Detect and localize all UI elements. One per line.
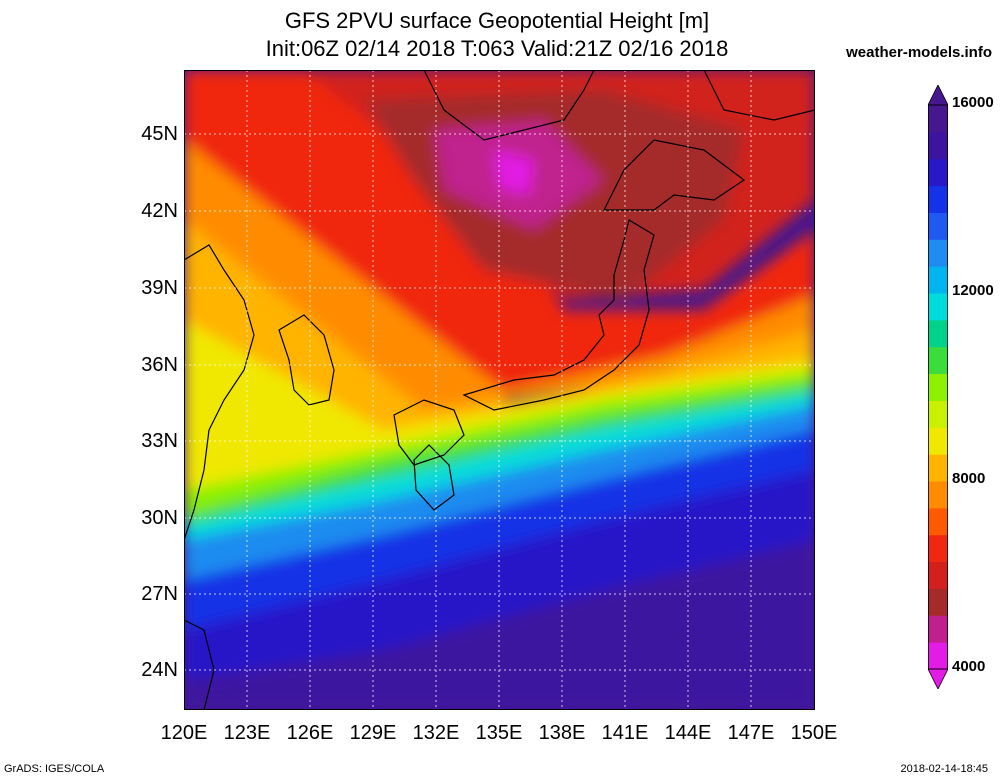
- site-credit: weather-models.info: [846, 44, 992, 61]
- map-panel: [184, 70, 815, 710]
- lat-lon-grid: [184, 70, 815, 710]
- colorbar-label-12000: 12000: [952, 282, 994, 299]
- footer-grads-credit: GrADS: IGES/COLA: [4, 763, 105, 775]
- colorbar-band: [928, 454, 948, 482]
- colorbar-band: [928, 158, 948, 187]
- colorbar-band: [928, 507, 948, 536]
- colorbar-top-arrow: [928, 85, 948, 106]
- colorbar-band: [928, 266, 948, 294]
- lon-label-135e: 135E: [475, 722, 523, 744]
- chart-title-line-1: GFS 2PVU surface Geopotential Height [m]: [284, 8, 710, 33]
- colorbar: [928, 85, 948, 689]
- map-frame: [184, 70, 815, 710]
- colorbar-band: [928, 481, 948, 509]
- colorbar-band: [928, 427, 948, 455]
- colorbar-label-4000: 4000: [952, 658, 986, 675]
- lat-label-33n: 33N: [141, 430, 178, 452]
- lat-label-39n: 39N: [141, 277, 178, 299]
- colorbar-band: [928, 105, 948, 133]
- colorbar-band: [928, 373, 948, 401]
- colorbar-band: [928, 561, 948, 589]
- colorbar-band: [928, 346, 948, 375]
- height-field-map: [184, 70, 815, 710]
- colorbar-label-8000: 8000: [952, 470, 986, 487]
- colorbar-band: [928, 534, 948, 563]
- colorbar-band: [928, 642, 948, 670]
- lat-label-36n: 36N: [141, 354, 178, 376]
- lon-label-147e: 147E: [727, 722, 775, 744]
- lat-label-27n: 27N: [141, 583, 178, 605]
- footer-timestamp: 2018-02-14-18:45: [900, 763, 988, 775]
- lon-label-120e: 120E: [160, 722, 208, 744]
- colorbar-band: [928, 239, 948, 267]
- colorbar-band: [928, 319, 948, 348]
- lat-label-42n: 42N: [141, 200, 178, 222]
- lon-label-129e: 129E: [349, 722, 397, 744]
- lon-label-144e: 144E: [664, 722, 712, 744]
- chart-title-line-2: Init:06Z 02/14 2018 T:063 Valid:21Z 02/1…: [265, 36, 729, 61]
- colorbar-bottom-arrow: [928, 668, 948, 689]
- lat-label-24n: 24N: [141, 659, 178, 681]
- colorbar-frame: [928, 104, 948, 670]
- lat-label-30n: 30N: [141, 507, 178, 529]
- lon-label-126e: 126E: [286, 722, 334, 744]
- lon-label-141e: 141E: [601, 722, 649, 744]
- colorbar-band: [928, 615, 948, 643]
- lon-label-123e: 123E: [223, 722, 271, 744]
- colorbar-label-16000: 16000: [952, 94, 994, 111]
- colorbar-band: [928, 212, 948, 240]
- colorbar-band: [928, 293, 948, 321]
- coastlines: [184, 70, 815, 710]
- lon-label-138e: 138E: [538, 722, 586, 744]
- colorbar-band: [928, 185, 948, 213]
- lon-label-132e: 132E: [412, 722, 460, 744]
- lat-label-45n: 45N: [141, 123, 178, 145]
- colorbar-band: [928, 588, 948, 616]
- colorbar-band: [928, 400, 948, 428]
- colorbar-band: [928, 131, 948, 160]
- lon-label-150e: 150E: [790, 722, 838, 744]
